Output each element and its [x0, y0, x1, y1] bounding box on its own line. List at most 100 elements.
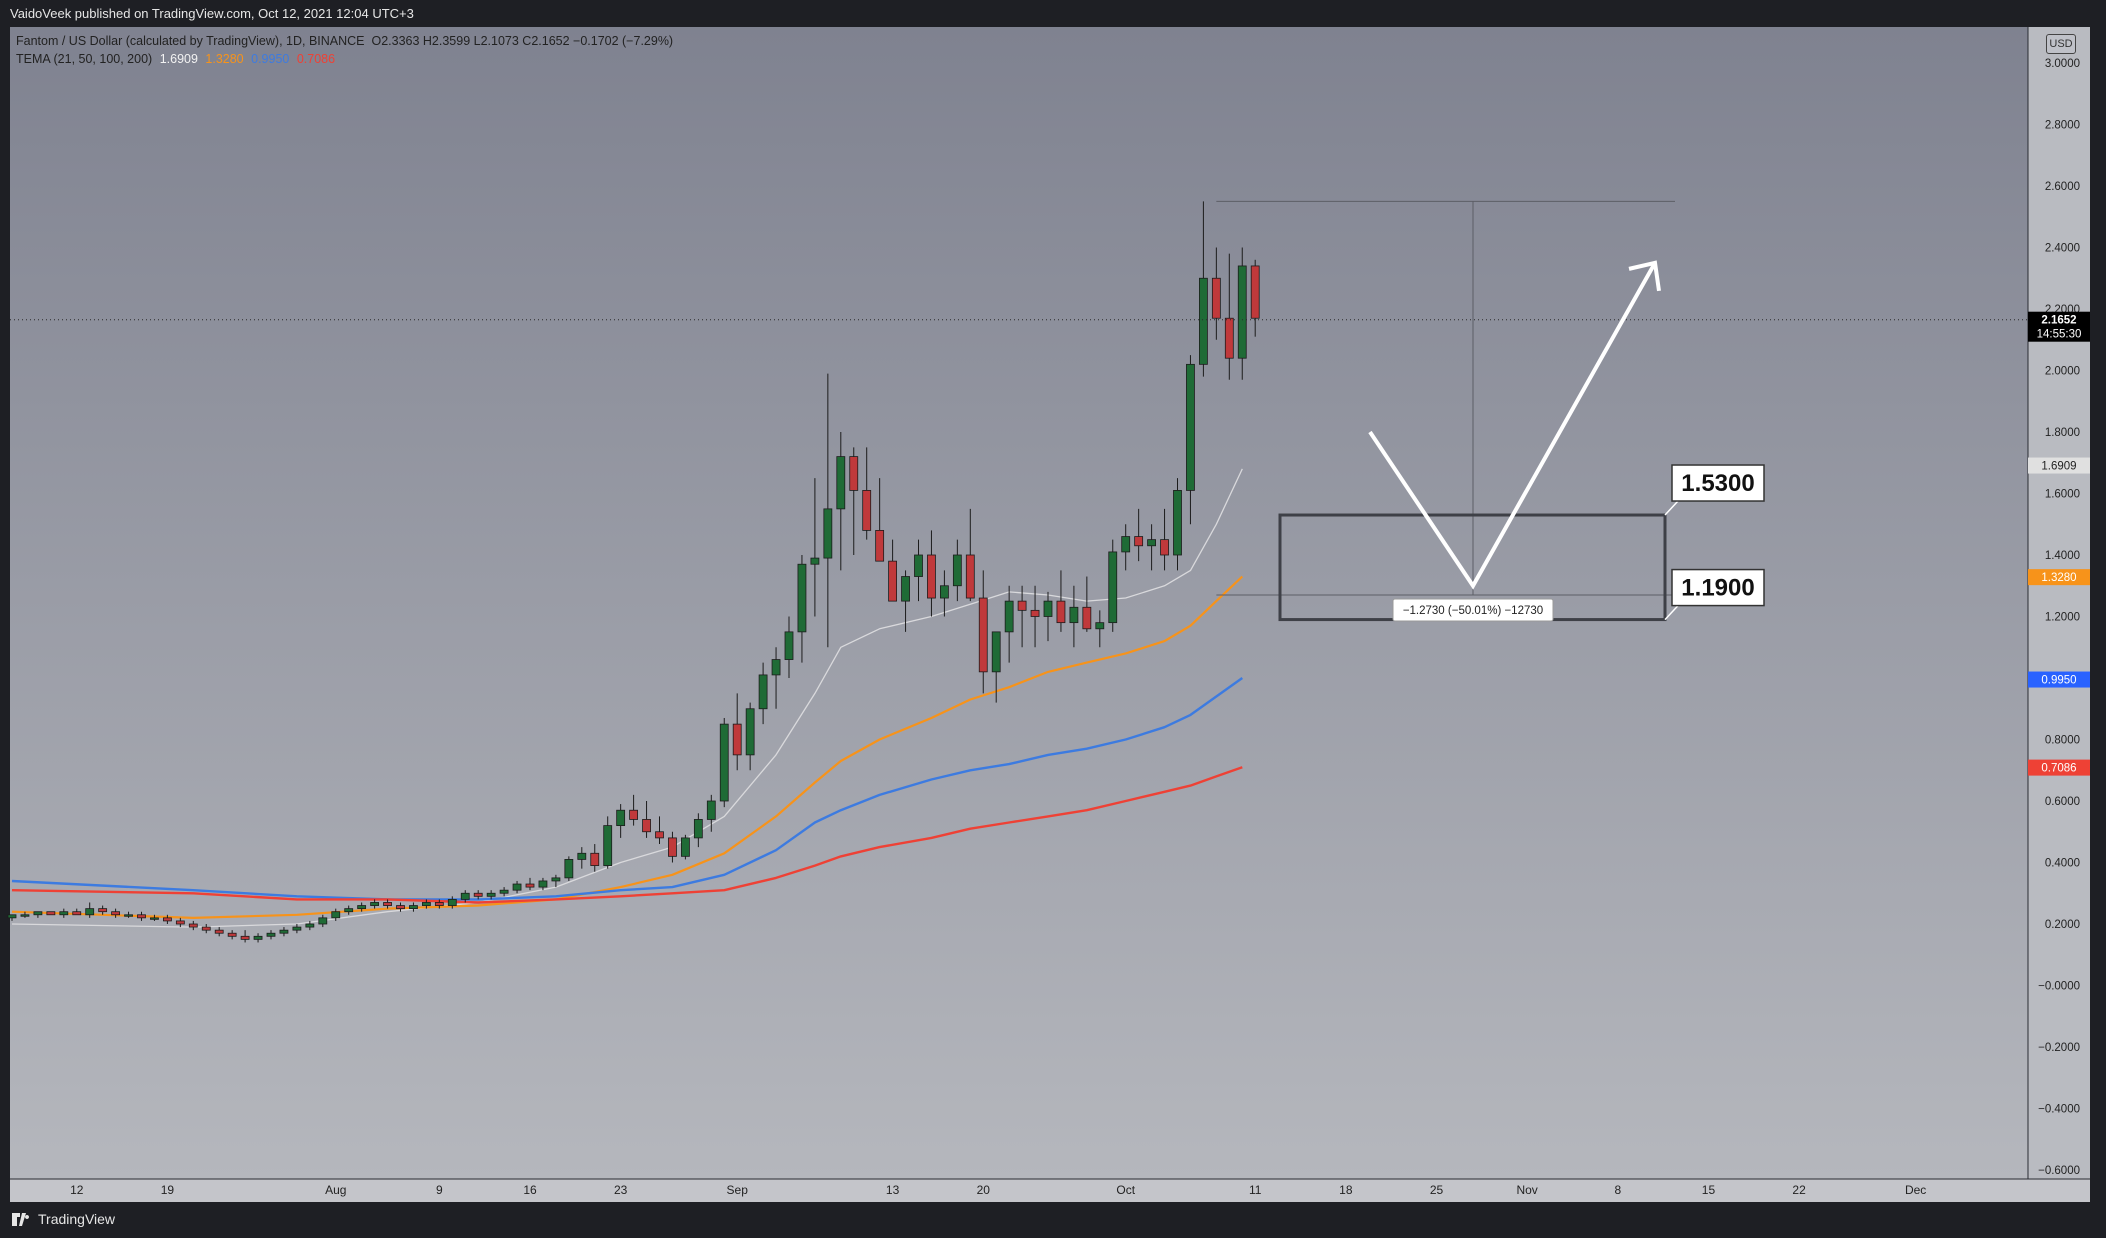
candle: [901, 570, 910, 632]
candle-body: [875, 530, 885, 562]
candle: [162, 914, 172, 924]
x-tick-label: 16: [523, 1183, 537, 1197]
candle-body: [745, 708, 755, 756]
y-tick-label: 1.2000: [2045, 612, 2080, 624]
price-label: 0.9950: [2041, 675, 2076, 687]
candle: [253, 933, 263, 943]
candle: [732, 693, 742, 771]
footer-bar: [0, 1202, 2106, 1238]
candle: [693, 813, 703, 848]
candle-body: [642, 819, 651, 833]
y-tick-label: −0.0000: [2038, 981, 2080, 993]
candle: [616, 804, 626, 838]
candle: [745, 702, 755, 771]
candle: [266, 930, 276, 940]
y-tick-label: −0.6000: [2038, 1165, 2080, 1177]
projection-arrow: [1368, 261, 1657, 590]
x-tick-label: 13: [886, 1183, 900, 1197]
candle-body: [668, 837, 677, 857]
candle: [292, 924, 302, 934]
ohlc-values: O2.3363 H2.3599 L2.1073 C2.1652 −0.1702 …: [371, 34, 674, 48]
candle-body: [188, 923, 198, 928]
candle-body: [655, 831, 664, 839]
candle: [577, 847, 587, 869]
candle-body: [629, 809, 638, 820]
y-tick-label: 1.6000: [2045, 489, 2080, 501]
x-tick-label: 22: [1792, 1183, 1806, 1197]
candle-body: [46, 911, 56, 916]
y-tick-label: −0.4000: [2038, 1104, 2080, 1116]
tradingview-logo[interactable]: TradingView: [12, 1211, 115, 1227]
candle: [512, 880, 522, 894]
countdown-label: 14:55:30: [2037, 329, 2082, 341]
candle-body: [784, 631, 794, 660]
candle: [460, 890, 470, 903]
candle-body: [758, 674, 768, 710]
price-label: 1.3280: [2041, 572, 2076, 584]
y-tick-label: 2.6000: [2045, 181, 2080, 193]
candle: [1004, 585, 1014, 663]
candle-body: [331, 911, 341, 919]
candle: [1069, 585, 1079, 648]
candle-body: [460, 892, 470, 900]
candle: [978, 570, 988, 694]
price-label-box: [2028, 671, 2090, 688]
candle-body: [914, 554, 923, 577]
candle: [421, 899, 431, 909]
candle: [655, 816, 664, 845]
candle: [1134, 508, 1144, 562]
candle-body: [693, 819, 703, 839]
candle: [525, 877, 535, 891]
x-tick-label: Oct: [1116, 1183, 1135, 1197]
candle-body: [486, 892, 496, 897]
candle: [551, 874, 561, 888]
x-tick-label: Sep: [727, 1183, 749, 1197]
indicator-legend[interactable]: TEMA (21, 50, 100, 200) 1.6909 1.3280 0.…: [16, 52, 339, 66]
candle: [1056, 570, 1066, 632]
candle-body: [137, 914, 146, 919]
candle-body: [1108, 551, 1118, 624]
tema21-value: 1.6909: [159, 52, 198, 66]
candle-body: [564, 859, 574, 879]
candle-body: [357, 905, 367, 910]
x-tick-label: Dec: [1905, 1183, 1926, 1197]
measure-label-box: [1392, 598, 1554, 622]
candle-body: [1069, 606, 1079, 624]
candle-body: [305, 923, 315, 928]
y-tick-label: 1.4000: [2045, 550, 2080, 562]
candle-body: [1199, 277, 1208, 365]
candle: [564, 856, 574, 881]
candle-body: [72, 911, 82, 916]
candle: [538, 877, 548, 891]
candle: [1160, 508, 1169, 571]
candle: [681, 834, 690, 860]
x-tick-label: 25: [1430, 1183, 1444, 1197]
candle-body: [1186, 363, 1195, 491]
x-tick-label: 8: [1614, 1183, 1621, 1197]
candle: [344, 905, 354, 915]
price-label-box: [2028, 759, 2090, 776]
currency-button[interactable]: USD: [2046, 34, 2076, 54]
candle: [875, 478, 885, 562]
candle: [124, 911, 133, 918]
tradingview-brand: TradingView: [38, 1211, 116, 1227]
price-chart[interactable]: 3.00002.80002.60002.40002.20002.00001.80…: [0, 0, 2106, 1202]
symbol-legend[interactable]: Fantom / US Dollar (calculated by Tradin…: [16, 34, 673, 48]
candle-body: [849, 456, 859, 491]
candle: [98, 905, 108, 915]
candle-body: [681, 837, 690, 857]
candle: [1095, 610, 1105, 648]
candle-body: [98, 908, 108, 913]
candle: [175, 917, 185, 928]
zone-bottom-label: 1.1900: [1681, 575, 1754, 602]
candle-body: [706, 800, 716, 820]
candle-body: [1147, 539, 1156, 547]
candle-body: [1237, 265, 1247, 359]
candle: [305, 920, 315, 931]
candle: [758, 662, 768, 725]
candle: [331, 908, 341, 921]
candle: [810, 478, 820, 617]
candle-body: [85, 908, 95, 916]
x-tick-label: 15: [1702, 1183, 1716, 1197]
